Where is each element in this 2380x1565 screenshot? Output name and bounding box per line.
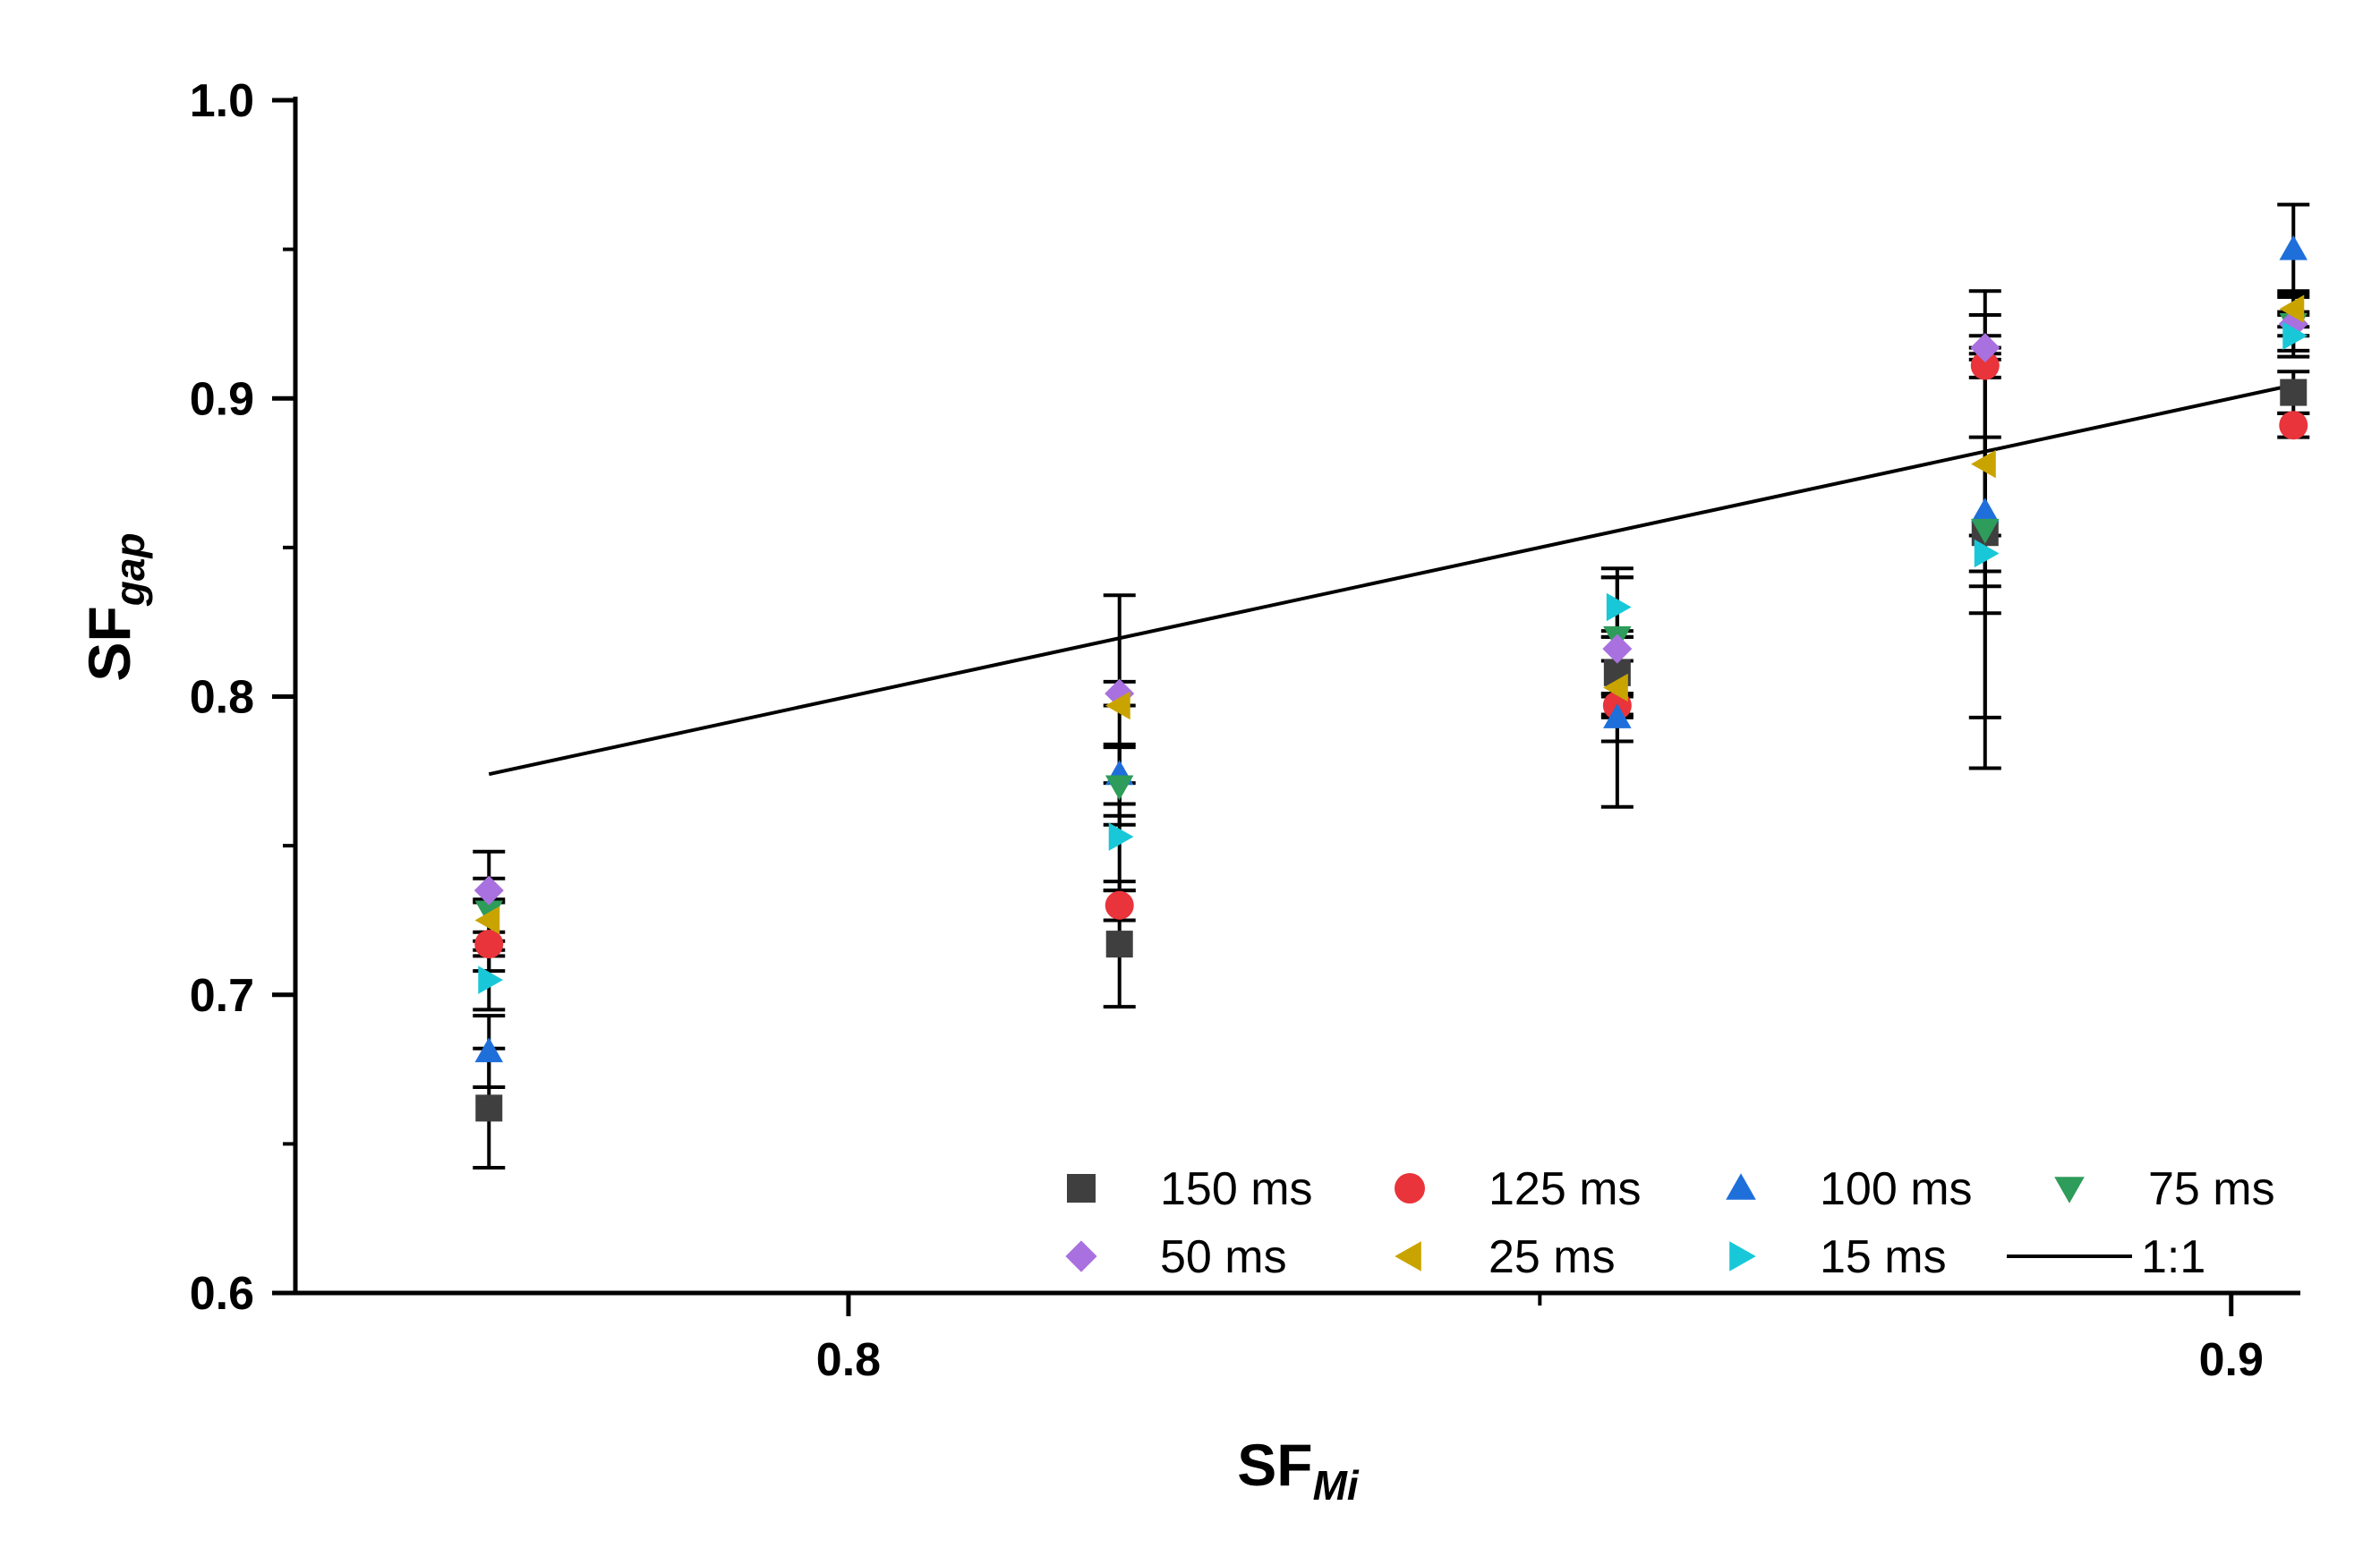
- data-point: [2279, 234, 2308, 260]
- legend-marker: [1395, 1241, 1421, 1272]
- y-tick-label: 1.0: [190, 75, 254, 127]
- data-point: [1970, 333, 2000, 363]
- legend-label: 15 ms: [1820, 1231, 1947, 1283]
- data-point: [1603, 673, 1628, 702]
- data-point: [475, 1094, 503, 1122]
- data-point: [1105, 775, 1134, 801]
- data-point: [474, 906, 500, 935]
- x-axis-title: SFMi: [1237, 1432, 1360, 1509]
- legend-marker: [2054, 1177, 2085, 1204]
- data-point: [2279, 411, 2308, 440]
- legend-item: 50 ms: [1065, 1231, 1287, 1283]
- data-point: [1602, 634, 1633, 664]
- legend-marker: [1395, 1173, 1425, 1204]
- legend-item: 125 ms: [1395, 1163, 1642, 1215]
- data-point: [1971, 518, 2000, 544]
- data-point: [474, 1037, 504, 1063]
- legend-label: 1:1: [2141, 1231, 2205, 1283]
- y-tick-label: 0.7: [190, 970, 254, 1022]
- x-tick-label: 0.8: [816, 1334, 881, 1386]
- data-point: [1108, 822, 1134, 851]
- data-point: [2280, 378, 2307, 406]
- legend-marker: [1726, 1173, 1756, 1200]
- data-point: [1971, 498, 2000, 523]
- data-point: [1105, 890, 1134, 920]
- error-bars-layer: [473, 202, 2310, 1170]
- data-point: [1970, 351, 2000, 380]
- legend-marker: [1729, 1241, 1756, 1272]
- x-axis-title-main: SF: [1237, 1432, 1312, 1498]
- x-axis-title-subscript: Mi: [1313, 1462, 1360, 1509]
- data-point: [1105, 691, 1130, 720]
- legend-label: 50 ms: [1160, 1231, 1287, 1283]
- legend-marker: [1067, 1174, 1096, 1203]
- legend-item: 15 ms: [1729, 1231, 1947, 1283]
- legend: 150 ms 125 ms 100 ms 75 ms 50 ms 25 ms 15 ms 1:…: [1065, 1163, 2275, 1283]
- legend-item: 100 ms: [1726, 1163, 1973, 1215]
- legend-label: 75 ms: [2148, 1163, 2275, 1215]
- legend-marker: [1065, 1240, 1097, 1272]
- y-axis-title-subscript: gap: [107, 532, 153, 607]
- y-axis-title: SFgap: [76, 532, 153, 681]
- data-point: [1603, 703, 1632, 728]
- data-point: [473, 875, 504, 906]
- y-axis-title-main: SF: [76, 606, 142, 681]
- legend-label: 100 ms: [1820, 1163, 1973, 1215]
- legend-label: 150 ms: [1160, 1163, 1313, 1215]
- data-point: [1974, 539, 2000, 568]
- data-point: [2279, 294, 2305, 324]
- legend-item: 1:1: [2007, 1231, 2205, 1283]
- data-point: [1971, 449, 1996, 479]
- x-tick-label: 0.9: [2199, 1334, 2264, 1386]
- y-tick-label: 0.8: [190, 672, 254, 724]
- data-point: [478, 965, 504, 994]
- legend-label: 125 ms: [1489, 1163, 1642, 1215]
- data-points-layer: [473, 234, 2308, 1122]
- y-tick-label: 0.9: [190, 373, 254, 425]
- reference-line-layer: [488, 381, 2301, 777]
- data-point: [1105, 931, 1133, 958]
- reference-line-1to1: [488, 381, 2301, 777]
- data-point: [1606, 592, 1632, 622]
- data-point: [474, 930, 504, 959]
- legend-item: 25 ms: [1395, 1231, 1616, 1283]
- legend-item: 150 ms: [1067, 1163, 1313, 1215]
- data-point: [2282, 321, 2308, 351]
- y-tick-label: 0.6: [190, 1268, 254, 1320]
- legend-item: 75 ms: [2054, 1163, 2275, 1215]
- legend-label: 25 ms: [1489, 1231, 1616, 1283]
